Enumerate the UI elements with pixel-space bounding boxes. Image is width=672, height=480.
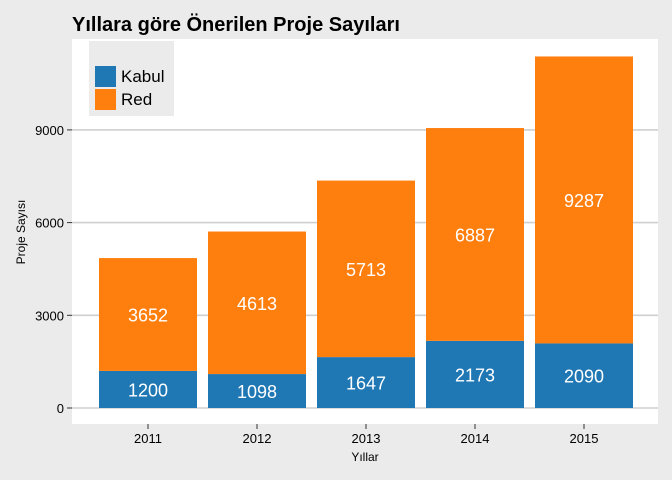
x-axis-label: Yıllar <box>351 450 378 464</box>
plot-area: 1200 3652 1098 4613 1647 5713 2173 6887 2090 9287 <box>72 39 658 424</box>
x-tick-label: 2011 <box>134 431 162 446</box>
chart-title: Yıllara göre Önerilen Proje Sayıları <box>72 13 400 36</box>
bar-kabul <box>317 357 415 408</box>
bar-kabul <box>99 370 197 408</box>
data-label: 2090 <box>564 367 604 387</box>
x-tick-label: 2015 <box>570 431 599 446</box>
legend-swatch-red <box>95 89 116 110</box>
y-tick-label: 9000 <box>35 123 64 138</box>
bar-kabul <box>426 340 524 408</box>
legend-swatch-kabul <box>95 66 116 87</box>
y-axis-label: Proje Sayısı <box>14 200 28 265</box>
legend-label-red: Red <box>121 90 152 109</box>
bar-red <box>208 231 306 375</box>
y-tick-label: 6000 <box>35 216 64 231</box>
y-tick-label: 0 <box>57 401 64 416</box>
data-label: 4613 <box>237 294 277 314</box>
data-label: 3652 <box>128 305 168 325</box>
bar-red <box>426 128 524 341</box>
y-axis-ticks: 0 3000 6000 9000 <box>35 123 72 416</box>
bars <box>99 56 633 408</box>
legend: Kabul Red <box>89 41 174 116</box>
y-tick-label: 3000 <box>35 308 64 323</box>
data-label: 5713 <box>346 260 386 280</box>
data-labels: 1200 3652 1098 4613 1647 5713 2173 6887 2090 9287 <box>128 191 604 402</box>
data-label: 1098 <box>237 382 277 402</box>
bar-kabul <box>535 343 633 408</box>
x-axis-ticks: 2011 2012 2013 2014 2015 <box>134 424 598 446</box>
data-label: 6887 <box>455 225 495 245</box>
data-label: 1200 <box>128 380 168 400</box>
x-tick-label: 2012 <box>243 431 272 446</box>
bar-red <box>317 180 415 358</box>
legend-label-kabul: Kabul <box>121 67 164 86</box>
bar-red <box>99 258 197 371</box>
x-tick-label: 2014 <box>461 431 490 446</box>
data-label: 2173 <box>455 365 495 385</box>
bar-kabul <box>208 374 306 408</box>
x-tick-label: 2013 <box>352 431 381 446</box>
bar-red <box>535 56 633 344</box>
data-label: 9287 <box>564 191 604 211</box>
data-label: 1647 <box>346 374 386 394</box>
